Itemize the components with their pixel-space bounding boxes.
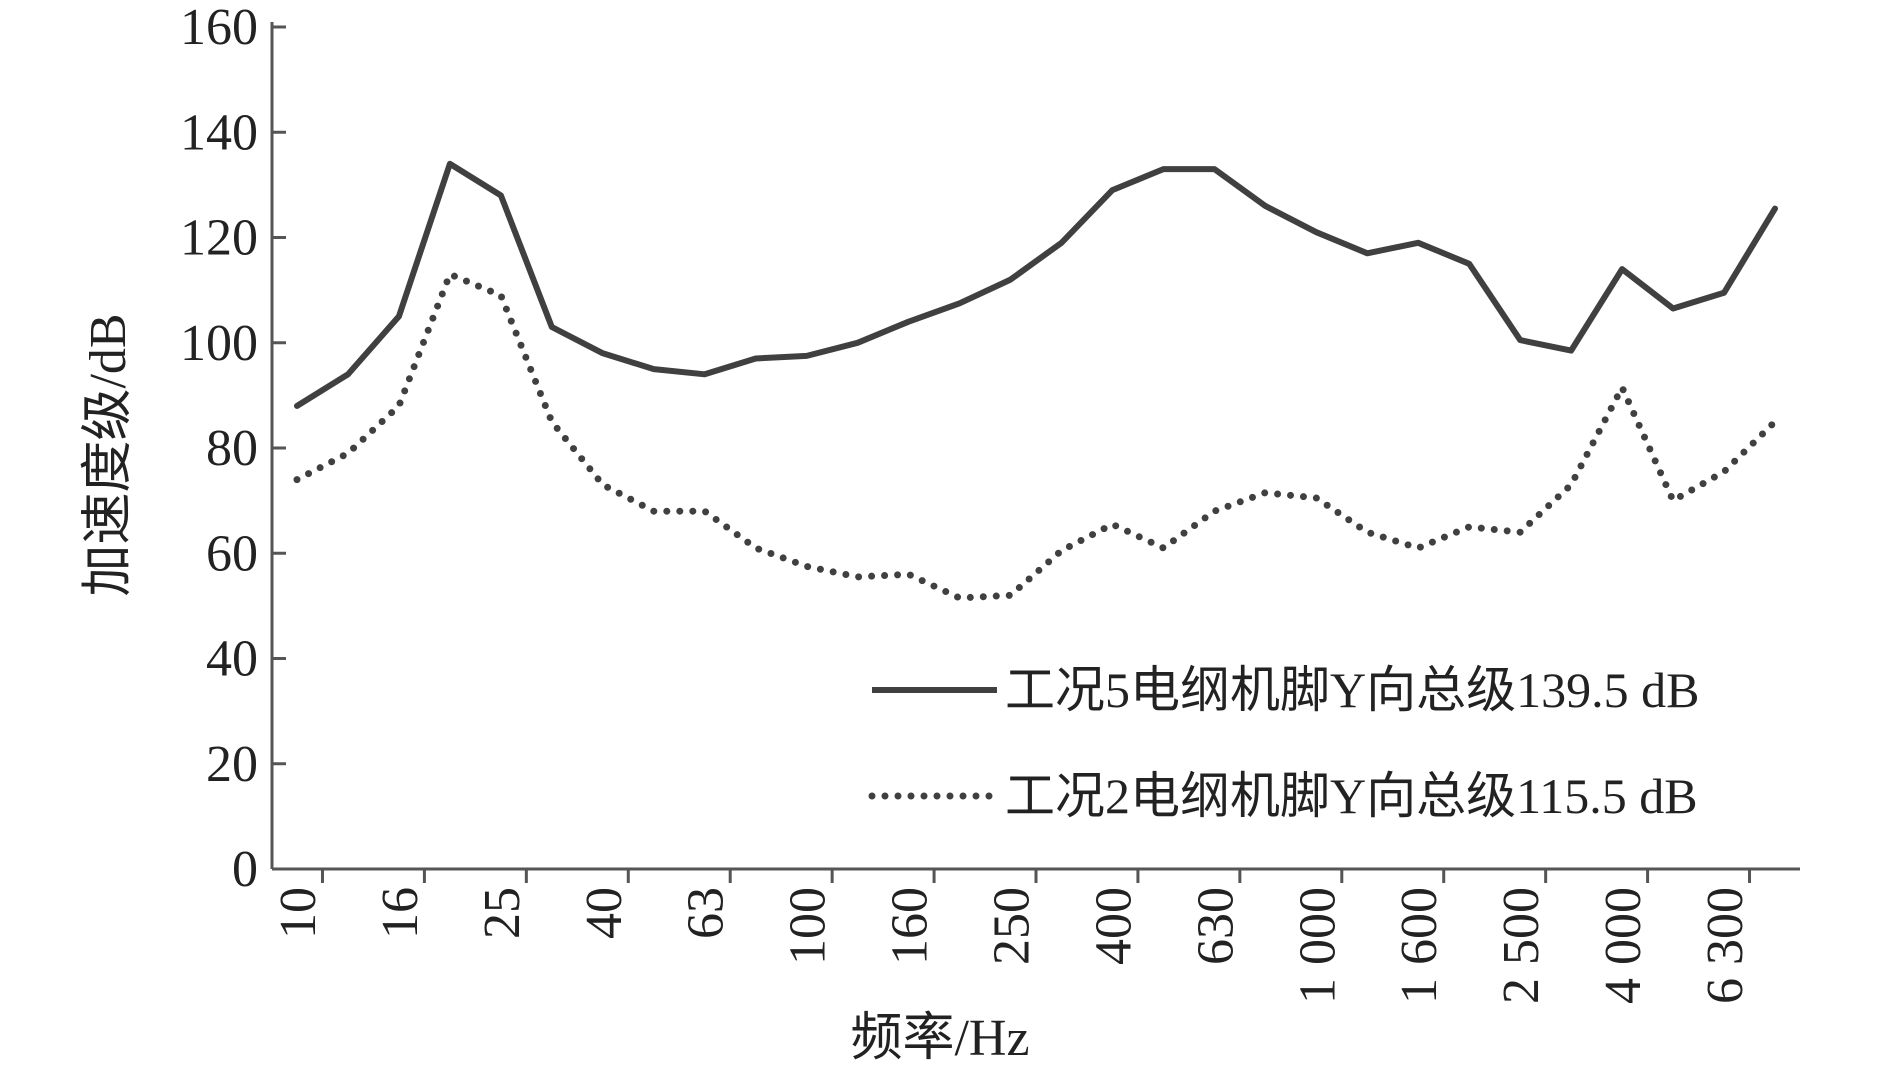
- y-tick-label: 60: [206, 525, 258, 582]
- y-tick-label: 0: [232, 841, 258, 898]
- x-tick-label: 63: [678, 887, 735, 939]
- x-tick-label: 250: [984, 887, 1041, 965]
- x-tick-label: 1 000: [1289, 887, 1346, 1004]
- legend-label: 工况5电纲机脚Y向总级139.5 dB: [1005, 662, 1699, 718]
- x-tick-label: 16: [372, 887, 429, 939]
- x-tick-label: 6 300: [1697, 887, 1754, 1004]
- x-tick-label: 1 600: [1391, 887, 1448, 1004]
- x-tick-label: 2 500: [1493, 887, 1550, 1004]
- y-tick-label: 140: [180, 104, 258, 161]
- x-tick-label: 10: [270, 887, 327, 939]
- y-tick-label: 100: [180, 315, 258, 372]
- series-line-dotted: [293, 270, 1779, 602]
- y-tick-label: 80: [206, 420, 258, 477]
- x-tick-label: 40: [576, 887, 633, 939]
- x-axis-title: 频率/Hz: [850, 1010, 1029, 1067]
- y-tick-label: 120: [180, 210, 258, 267]
- legend: 工况5电纲机脚Y向总级139.5 dB 工况2电纲机脚Y向总级115.5 dB: [868, 662, 1699, 824]
- x-tick-label: 630: [1187, 887, 1244, 965]
- series-line-solid: [294, 160, 1778, 409]
- y-tick-label: 20: [206, 736, 258, 793]
- x-tick-label: 4 000: [1595, 887, 1652, 1004]
- x-tick-label: 25: [474, 887, 531, 939]
- axes-layer: 0 20 40 60 80 100 120 140 160 10 16 25 40 63 100 160 250…: [180, 0, 1800, 1004]
- y-tick-label: 160: [180, 0, 258, 56]
- x-tick-label: 160: [882, 887, 939, 965]
- y-axis-title: 加速度级/dB: [80, 313, 137, 596]
- y-tick-label: 40: [206, 631, 258, 688]
- x-tick-label: 100: [780, 887, 837, 965]
- legend-label: 工况2电纲机脚Y向总级115.5 dB: [1005, 768, 1698, 824]
- series-layer: [293, 160, 1779, 602]
- x-tick-label: 400: [1085, 887, 1142, 965]
